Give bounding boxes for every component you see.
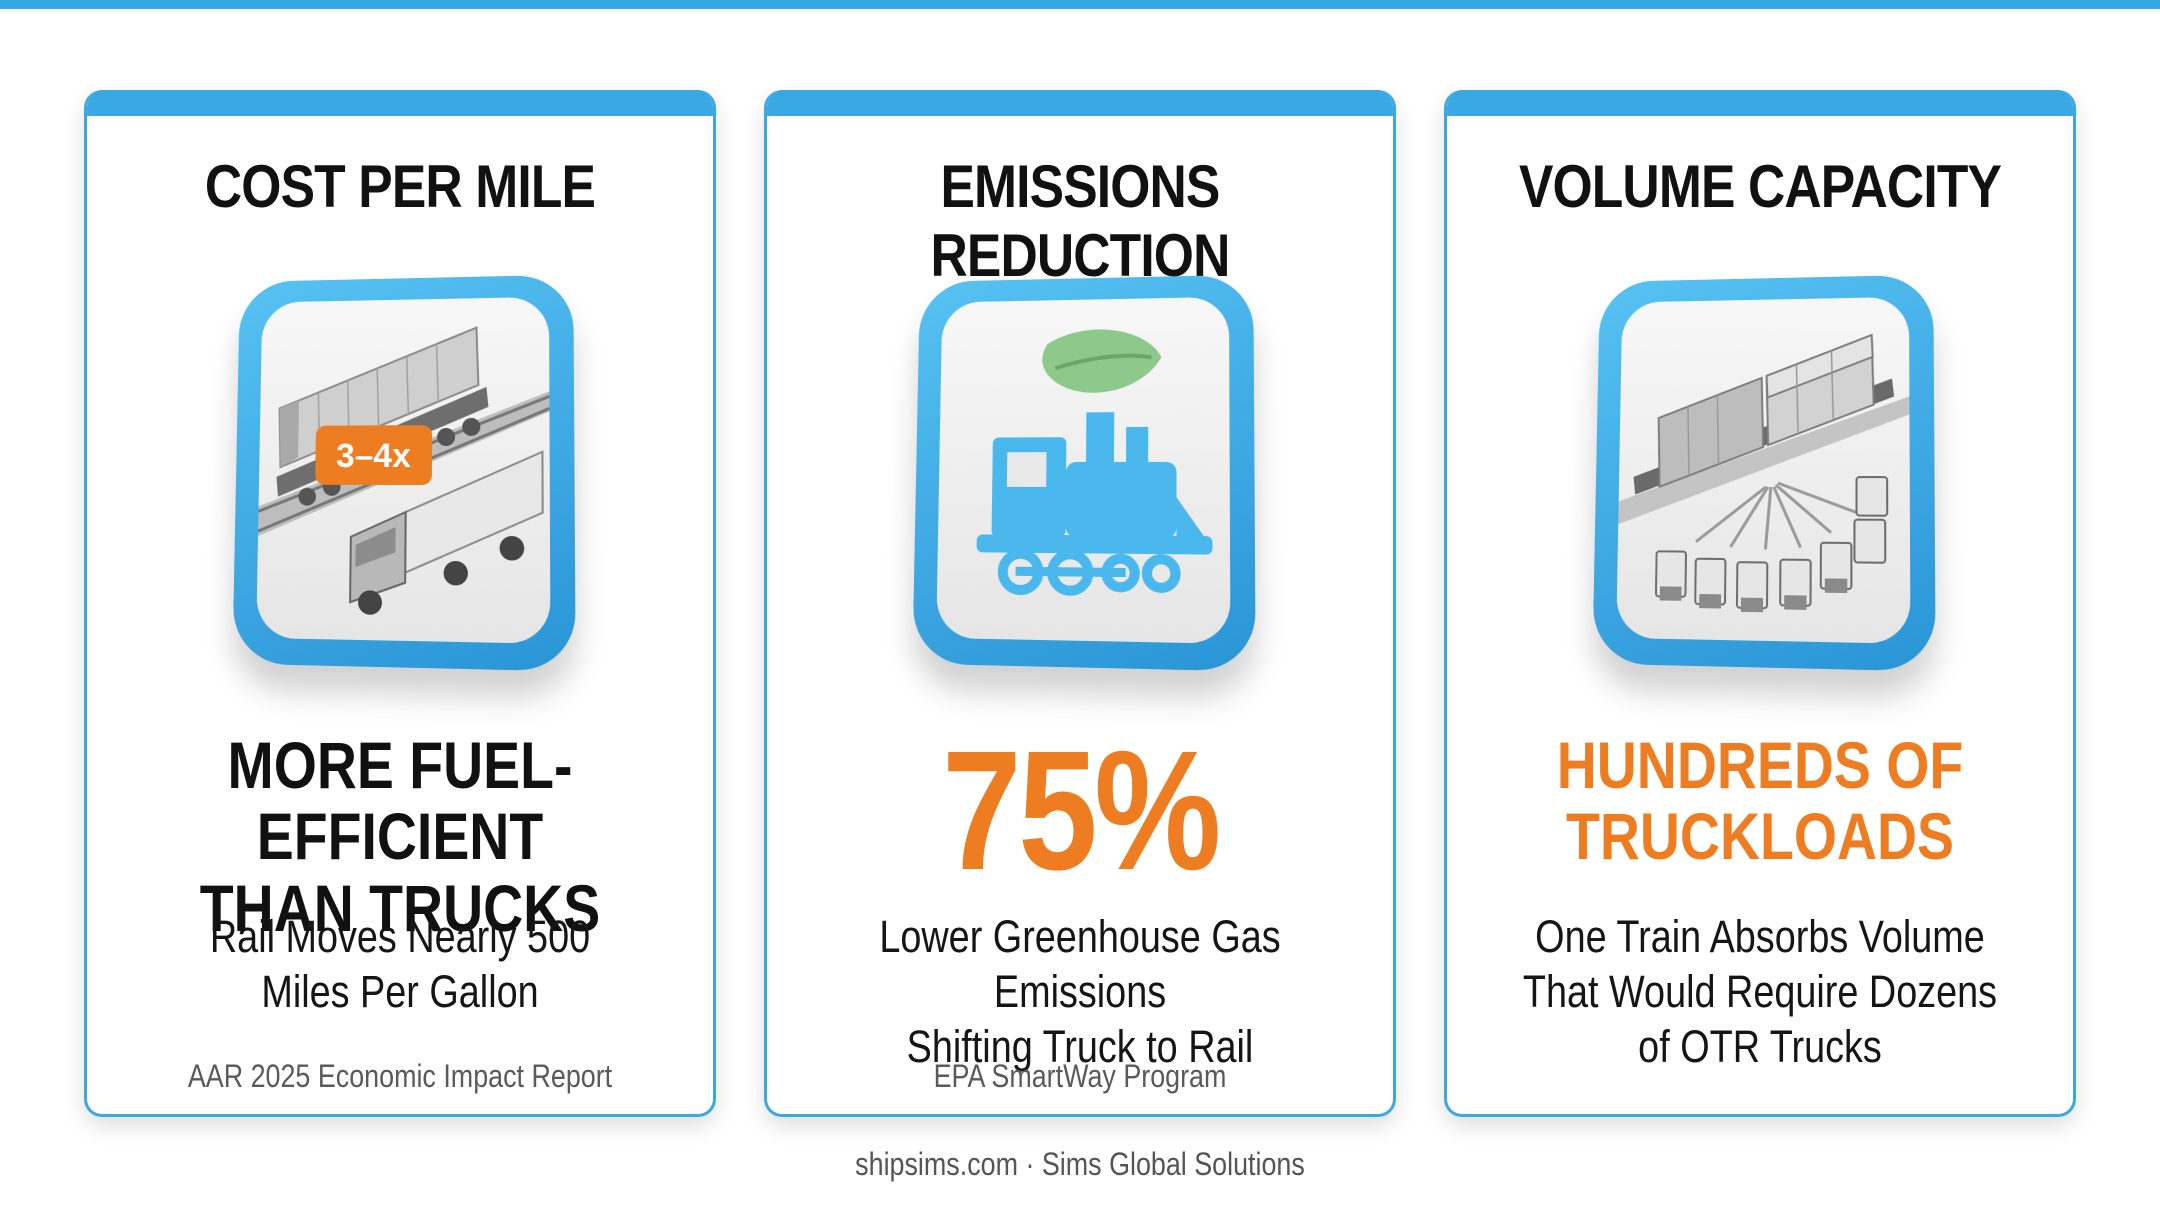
stat-headline: HUNDREDS OF TRUCKLOADS [1497,730,2023,873]
stat-line: HUNDREDS OF [1497,730,2023,801]
footer-credit: shipsims.com · Sims Global Solutions [173,1146,1987,1183]
card-volume-capacity: VOLUME CAPACITY [1444,90,2076,1117]
description-line: That Would Require Dozens [1497,965,2023,1020]
stat-percent: 75% [817,720,1343,904]
train-many-trucks-icon [1592,275,1935,672]
card-description: One Train Absorbs Volume That Would Requ… [1497,910,2023,1075]
card-top-band [1447,90,2073,116]
train-and-truck-icon: 3–4x [232,275,575,672]
card-emissions-reduction: EMISSIONS REDUCTION [764,90,1396,1117]
card-cost-per-mile: COST PER MILE [84,90,716,1117]
description-line: One Train Absorbs Volume [1497,910,2023,965]
card-title: COST PER MILE [131,152,669,221]
card-description: Rail Moves Nearly 500 Miles Per Gallon [137,910,663,1020]
multiplier-badge: 3–4x [336,438,411,476]
card-top-band [87,90,713,116]
card-source: AAR 2025 Economic Impact Report [137,1058,663,1095]
leaf-locomotive-icon [912,275,1255,672]
description-line: Lower Greenhouse Gas Emissions [817,910,1343,1020]
stat-line: MORE FUEL-EFFICIENT [137,730,663,873]
card-source: EPA SmartWay Program [817,1058,1343,1095]
train-many-trucks-illustration [1616,297,1910,644]
train-and-truck-illustration: 3–4x [256,297,550,644]
card-title: EMISSIONS REDUCTION [811,152,1349,290]
card-title: VOLUME CAPACITY [1491,152,2029,221]
description-line: Rail Moves Nearly 500 [137,910,663,965]
card-description: Lower Greenhouse Gas Emissions Shifting … [817,910,1343,1075]
card-top-band [767,90,1393,116]
leaf-locomotive-illustration [936,297,1230,644]
description-line: of OTR Trucks [1497,1020,2023,1075]
description-line: Miles Per Gallon [137,965,663,1020]
stat-line: TRUCKLOADS [1497,801,2023,872]
